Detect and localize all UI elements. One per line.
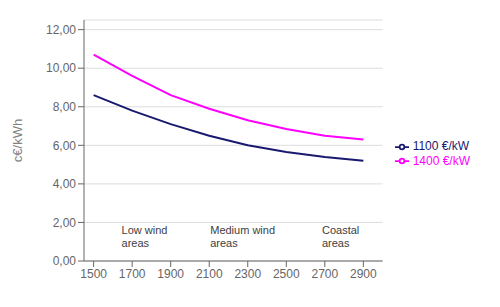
svg-text:8,00: 8,00 <box>53 100 77 114</box>
svg-text:2100: 2100 <box>196 267 223 281</box>
svg-text:10,00: 10,00 <box>46 61 76 75</box>
html-text:1100 €/kW: 1100 €/kW <box>412 138 470 153</box>
svg-text:1700: 1700 <box>119 267 146 281</box>
svg-text:2900: 2900 <box>350 267 377 281</box>
svg-text:Low windareas: Low windareas <box>122 224 168 249</box>
svg-text:c€/kWh: c€/kWh <box>10 119 25 162</box>
svg-text:0,00: 0,00 <box>53 254 77 268</box>
svg-text:12,00: 12,00 <box>46 23 76 37</box>
svg-text:1900: 1900 <box>157 267 184 281</box>
svg-text:2,00: 2,00 <box>53 216 77 230</box>
svg-text:2300: 2300 <box>234 267 261 281</box>
svg-text:Medium windareas: Medium windareas <box>210 224 275 249</box>
svg-text:Coastalareas: Coastalareas <box>322 224 359 249</box>
svg-text:6,00: 6,00 <box>53 139 77 153</box>
svg-text:2500: 2500 <box>273 267 300 281</box>
html-text:1400 €/kW: 1400 €/kW <box>412 153 470 168</box>
svg-text:1500: 1500 <box>80 267 107 281</box>
svg-text:4,00: 4,00 <box>53 177 77 191</box>
svg-text:2700: 2700 <box>311 267 338 281</box>
